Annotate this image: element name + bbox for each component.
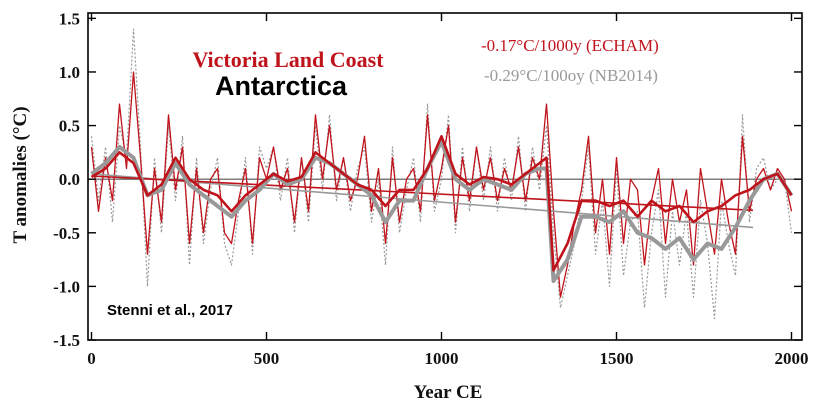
chart-title: Victoria Land Coast	[192, 47, 384, 72]
y-tick-label: 0.5	[59, 117, 80, 136]
x-tick-label: 0	[87, 349, 96, 368]
plot-frame	[87, 12, 803, 341]
y-tick-label: 1.0	[59, 63, 80, 82]
series-line-thick-red	[90, 135, 793, 272]
series-layer	[90, 28, 794, 320]
ticks-layer: 0 500 1000 1500 2000 1.5 1.0 0.5 0.0 -0.5 -1.0 -1.5	[53, 9, 808, 368]
x-tick-label: 2000	[775, 349, 809, 368]
x-axis-title: Year CE	[414, 382, 483, 403]
y-tick-label: -1.0	[53, 277, 80, 296]
series-line-dotted-gray	[90, 28, 793, 320]
chart-subtitle: Antarctica	[215, 71, 348, 101]
y-tick-label: -0.5	[53, 224, 80, 243]
credit-label: Stenni et al., 2017	[107, 302, 233, 319]
y-axis-title: T anomalies (°C)	[10, 106, 31, 243]
legend-entry-echam: -0.17°C/1000y (ECHAM)	[481, 36, 659, 55]
y-tick-label: 1.5	[59, 9, 80, 28]
legend-entry-nb2014: -0.29°C/100oy (NB2014)	[484, 66, 658, 85]
y-tick-label: -1.5	[53, 331, 80, 350]
series-line-thick-gray	[90, 139, 794, 283]
series-line-trend-red	[91, 175, 754, 212]
y-tick-label: 0.0	[59, 170, 80, 189]
series-line-trend-gray	[91, 173, 754, 229]
x-tick-label: 500	[254, 349, 280, 368]
x-tick-label: 1000	[425, 349, 459, 368]
x-tick-label: 1500	[600, 349, 634, 368]
